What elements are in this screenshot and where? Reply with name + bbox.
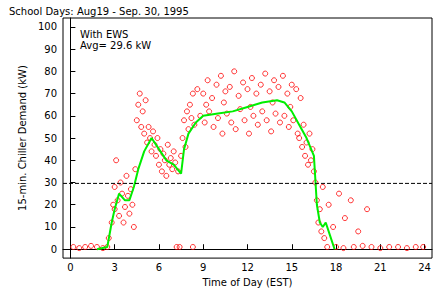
svg-text:0: 0: [51, 244, 57, 255]
svg-text:10: 10: [44, 221, 57, 232]
svg-text:15: 15: [285, 262, 298, 273]
svg-text:With EWS: With EWS: [80, 29, 128, 40]
svg-text:30: 30: [44, 177, 57, 188]
svg-text:40: 40: [44, 155, 57, 166]
svg-text:9: 9: [200, 262, 206, 273]
svg-text:80: 80: [44, 66, 57, 77]
svg-text:20: 20: [44, 199, 57, 210]
svg-text:90: 90: [44, 44, 57, 55]
svg-text:3: 3: [111, 262, 117, 273]
svg-text:Time of Day (EST): Time of Day (EST): [202, 277, 293, 288]
svg-text:School Days: Aug19 - Sep. 30,: School Days: Aug19 - Sep. 30, 1995: [9, 6, 189, 17]
svg-text:70: 70: [44, 88, 57, 99]
svg-text:12: 12: [241, 262, 254, 273]
svg-text:60: 60: [44, 110, 57, 121]
svg-text:21: 21: [374, 262, 387, 273]
svg-text:15-min. Chiller Demand (kW): 15-min. Chiller Demand (kW): [17, 65, 28, 211]
svg-text:100: 100: [38, 21, 57, 32]
svg-text:18: 18: [330, 262, 343, 273]
svg-text:0: 0: [67, 262, 73, 273]
svg-text:Avg= 29.6 kW: Avg= 29.6 kW: [80, 40, 151, 51]
svg-text:6: 6: [156, 262, 162, 273]
svg-text:50: 50: [44, 133, 57, 144]
svg-text:24: 24: [418, 262, 431, 273]
